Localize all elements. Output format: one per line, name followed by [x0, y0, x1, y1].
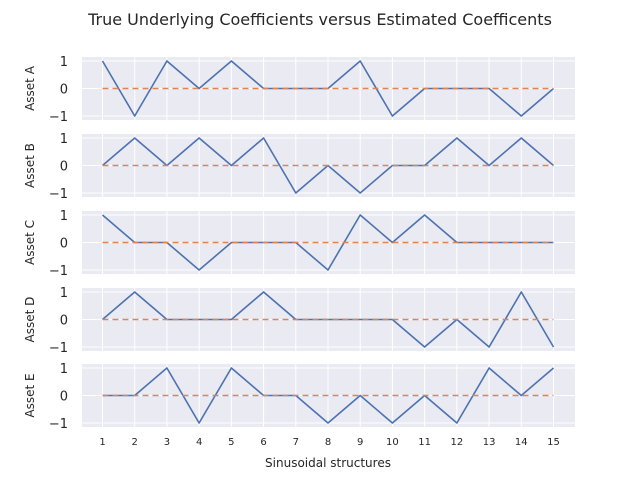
panel-1: 1 0 −1 Asset A — [23, 55, 575, 125]
y-tick-label: −1 — [49, 187, 68, 202]
y-tick-label: 1 — [60, 209, 68, 224]
x-tick-label: 2 — [132, 437, 138, 448]
x-tick-label: 8 — [325, 437, 331, 448]
panel-5: 1 0 −1 Asset E — [23, 362, 575, 432]
x-tick-label: 12 — [450, 437, 463, 448]
x-tick-label: 3 — [164, 437, 170, 448]
x-tick-label: 7 — [293, 437, 299, 448]
y-axis-label: Asset D — [23, 297, 37, 343]
chart-title: True Underlying Coefficients versus Esti… — [87, 10, 552, 29]
series-line-true — [102, 367, 555, 424]
y-tick-label: −1 — [49, 341, 68, 356]
y-tick-label: 0 — [60, 314, 68, 329]
x-tick-label: 5 — [228, 437, 234, 448]
y-tick-label: −1 — [49, 264, 68, 279]
x-tick-label: 4 — [196, 437, 202, 448]
x-tick-label: 15 — [547, 437, 560, 448]
x-tick-label: 14 — [515, 437, 528, 448]
y-tick-label: −1 — [49, 110, 68, 125]
panel-2: 1 0 −1 Asset B — [23, 132, 575, 202]
y-tick-label: 1 — [60, 132, 68, 147]
y-tick-label: 0 — [60, 83, 68, 98]
y-tick-label: 0 — [60, 237, 68, 252]
y-tick-label: 1 — [60, 362, 68, 377]
y-tick-label: −1 — [49, 417, 68, 432]
y-axis-label: Asset B — [23, 143, 37, 188]
x-tick-label: 10 — [386, 437, 399, 448]
x-tick-label: 6 — [260, 437, 266, 448]
y-axis-label: Asset C — [23, 220, 37, 265]
panel-3: 1 0 −1 Asset C — [23, 209, 575, 279]
y-tick-label: 0 — [60, 390, 68, 405]
y-axis-label: Asset E — [23, 373, 37, 417]
panel-4: 1 0 −1 Asset D — [23, 286, 575, 356]
x-tick-label: 1 — [99, 437, 105, 448]
y-tick-label: 1 — [60, 286, 68, 301]
x-tick-label: 13 — [483, 437, 496, 448]
y-tick-label: 0 — [60, 160, 68, 175]
y-axis-label: Asset A — [23, 65, 37, 111]
x-tick-label: 9 — [357, 437, 363, 448]
x-axis-label: Sinusoidal structures — [265, 456, 391, 470]
x-tick-label: 11 — [418, 437, 431, 448]
y-tick-label: 1 — [60, 55, 68, 70]
